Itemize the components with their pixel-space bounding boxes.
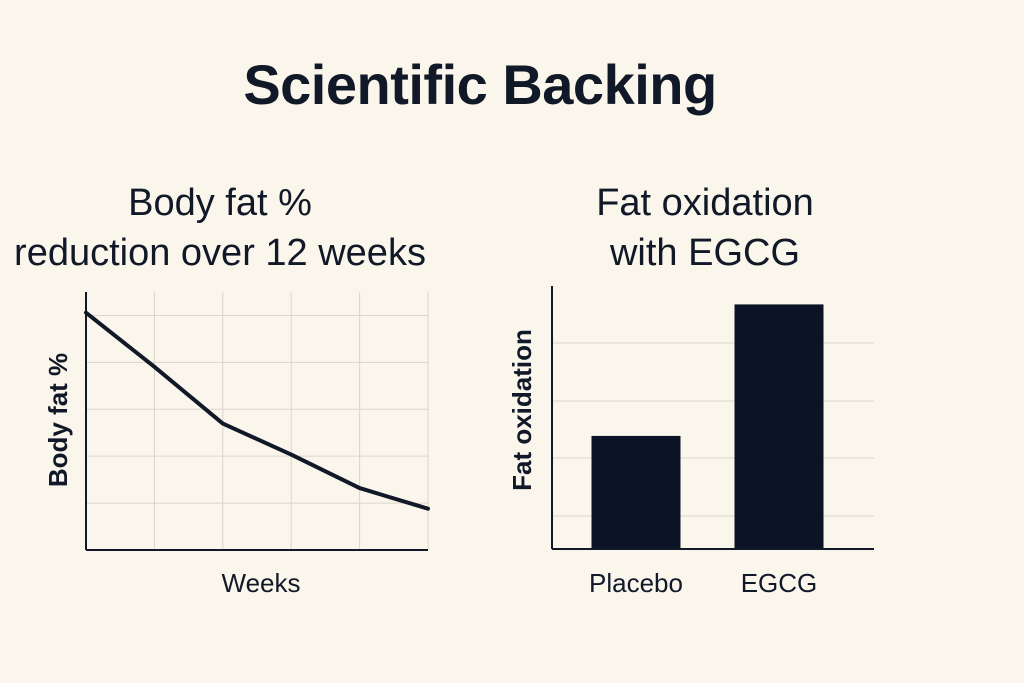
bar-chart-title-line-1: Fat oxidation (596, 182, 814, 224)
line-chart-title-line-2: reduction over 12 weeks (14, 232, 426, 274)
page-title: Scientific Backing (243, 53, 717, 116)
bar-placebo (591, 435, 681, 549)
bar-chart-bars (591, 304, 824, 549)
bar-tick-label-placebo: Placebo (589, 568, 683, 598)
bar-egcg (734, 304, 824, 549)
line-chart-y-label: Body fat % (43, 353, 73, 487)
bar-chart-tick-labels: Placebo EGCG (589, 568, 817, 598)
bar-chart-y-label: Fat oxidation (507, 329, 537, 491)
line-chart: Weeks Body fat % (43, 292, 430, 598)
bar-chart-title: Fat oxidation with EGCG (560, 178, 850, 278)
line-chart-series (84, 310, 430, 511)
bar-chart-title-line-2: with EGCG (609, 232, 801, 274)
line-chart-grid (86, 292, 429, 550)
bar-tick-label-egcg: EGCG (741, 568, 818, 598)
line-chart-x-label: Weeks (222, 568, 301, 598)
bar-chart: Placebo EGCG Fat oxidation (507, 286, 874, 598)
line-chart-title-line-1: Body fat % (128, 182, 312, 224)
line-chart-title: Body fat % reduction over 12 weeks (0, 178, 440, 278)
